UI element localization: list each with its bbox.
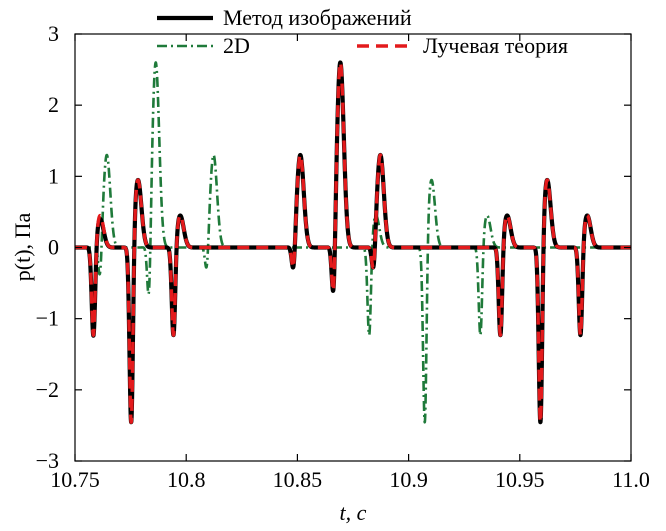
x-tick-label: 10.95 [495,467,545,492]
y-tick-label: −3 [36,448,59,473]
x-tick-label: 10.85 [273,467,323,492]
legend-label-2: Лучевая теория [423,33,568,58]
x-tick-label: 11.0 [612,467,650,492]
y-axis-label: p(t), Па [10,213,35,282]
series-line-1 [75,61,631,424]
y-tick-label: −1 [36,306,59,331]
x-tick-label: 10.75 [50,467,100,492]
ticks-layer: 10.75 10.8 10.85 10.9 10.95 11.0 −3 −2 −1 0 1 2 3 [36,21,650,492]
legend-label-0: Метод изображений [223,5,412,30]
legend: Метод изображений 2D Лучевая теория [157,5,568,58]
x-tick-label: 10.9 [389,467,428,492]
x-axis-label: t, с [340,500,367,525]
series-line-2 [75,60,631,424]
y-tick-label: 2 [48,92,59,117]
y-tick-label: 1 [48,163,59,188]
x-tick-label: 10.8 [167,467,206,492]
legend-label-1: 2D [223,33,250,58]
series-line-0 [75,60,631,425]
y-tick-label: −2 [36,377,59,402]
series-layer [75,60,631,425]
y-tick-label: 0 [48,235,59,260]
y-tick-label: 3 [48,21,59,46]
